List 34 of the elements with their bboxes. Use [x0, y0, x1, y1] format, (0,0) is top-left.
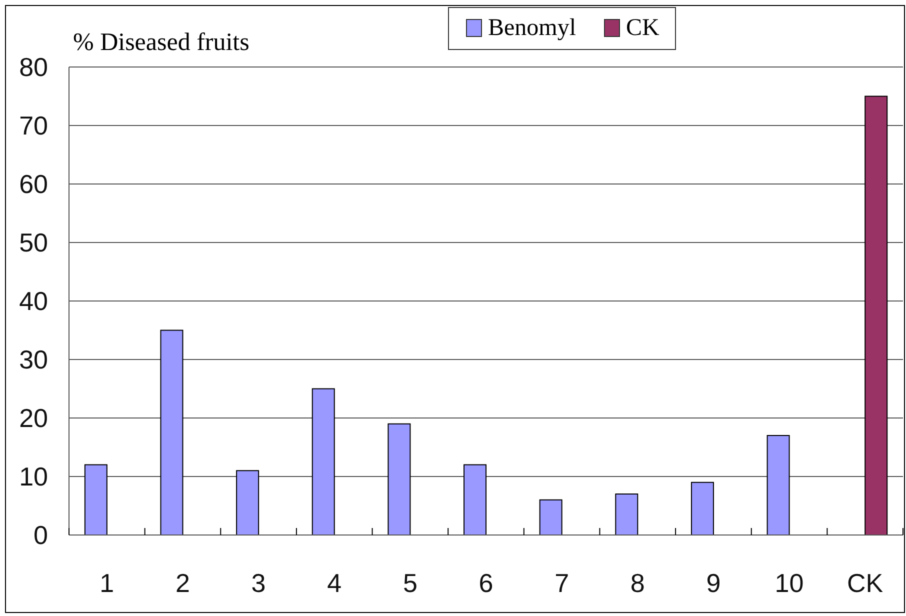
- x-tick-label: 7: [554, 568, 570, 598]
- x-tick-label: 1: [100, 568, 114, 598]
- x-tick-label: 10: [774, 568, 804, 598]
- y-tick-label: 10: [19, 462, 48, 492]
- legend-label: CK: [626, 14, 660, 43]
- x-tick-label: 2: [175, 568, 190, 598]
- bar: [864, 96, 888, 535]
- y-tick-label: 0: [34, 520, 48, 550]
- legend-label: Benomyl: [488, 14, 576, 43]
- bar: [615, 494, 638, 535]
- bar: [312, 388, 335, 535]
- y-tick-label: 30: [19, 344, 48, 375]
- x-tick-label: 3: [251, 568, 266, 598]
- bar: [464, 464, 487, 535]
- y-tick-label: 20: [19, 403, 48, 434]
- bar: [539, 499, 562, 535]
- x-tick-label: CK: [847, 568, 884, 598]
- bar: [690, 482, 714, 535]
- y-tick-label: 50: [19, 228, 48, 258]
- bar: [84, 464, 108, 535]
- y-tick-label: 40: [19, 286, 48, 316]
- bar: [388, 423, 411, 535]
- x-tick-label: 8: [630, 568, 645, 598]
- bar: [766, 435, 790, 535]
- y-axis-title: % Diseased fruits: [73, 29, 250, 56]
- x-tick-label: 5: [402, 568, 418, 598]
- x-tick-label: 6: [478, 568, 494, 598]
- x-tick-label: 9: [706, 568, 721, 598]
- x-tick-label: 4: [327, 568, 342, 598]
- y-tick-label: 60: [19, 169, 48, 200]
- bar: [160, 330, 184, 535]
- bar: [236, 470, 260, 535]
- y-tick-label: 70: [19, 110, 48, 141]
- y-tick-label: 80: [19, 52, 48, 82]
